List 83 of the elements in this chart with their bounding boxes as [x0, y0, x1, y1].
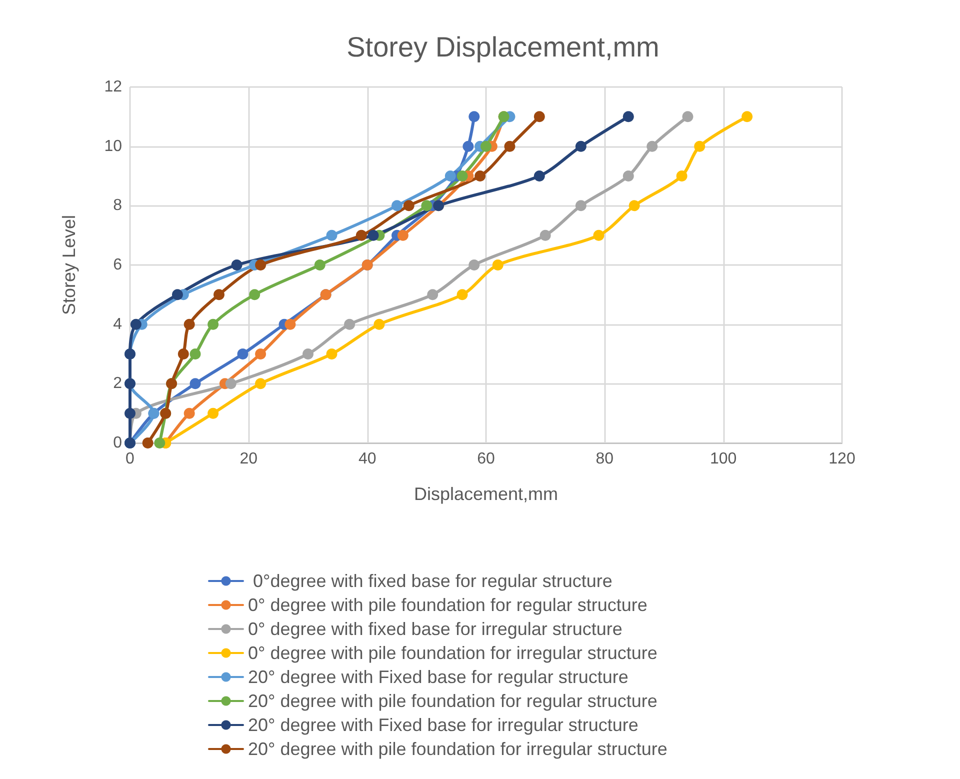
point [326, 230, 338, 241]
point [474, 170, 486, 182]
point [575, 200, 586, 212]
point [190, 378, 201, 390]
point [504, 140, 516, 152]
point [575, 140, 586, 152]
point [462, 140, 474, 152]
y-tick-label: 8 [113, 197, 122, 214]
legend-label: 0° degree with pile foundation for regular structure [248, 595, 648, 615]
point [593, 230, 604, 241]
point [178, 348, 189, 360]
point [628, 200, 640, 212]
x-tick-label: 120 [828, 450, 856, 468]
point [622, 111, 634, 122]
point [397, 230, 408, 241]
point [237, 348, 248, 360]
point [326, 348, 338, 360]
point [214, 289, 224, 300]
point [249, 289, 260, 300]
point [172, 289, 183, 300]
point [255, 348, 266, 360]
point [302, 348, 314, 360]
y-tick-label: 4 [113, 316, 122, 333]
point [444, 170, 456, 182]
y-tick-label: 10 [104, 138, 122, 155]
point [492, 260, 504, 270]
point [208, 318, 219, 330]
point [694, 140, 706, 152]
legend-label: 0° degree with fixed base for irregular structure [248, 619, 622, 639]
point [421, 200, 432, 212]
chart-title: Storey Displacement,mm [346, 32, 660, 62]
y-tick-label: 2 [113, 375, 122, 392]
point [742, 111, 753, 122]
point [208, 408, 219, 419]
point [368, 230, 379, 241]
y-tick-label: 6 [113, 256, 122, 274]
point [344, 318, 356, 330]
point [456, 170, 468, 182]
legend-label: 20° degree with Fixed base for regular structure [248, 667, 628, 687]
point [231, 260, 242, 270]
point [184, 318, 195, 330]
x-tick-label: 100 [710, 450, 737, 468]
point [392, 200, 402, 212]
point [255, 378, 266, 390]
x-tick-label: 40 [358, 450, 376, 468]
point [190, 348, 201, 360]
point [676, 170, 688, 182]
point [314, 260, 326, 270]
y-axis-title: Storey Level [59, 214, 79, 316]
legend-label: 20° degree with pile foundation for regular structure [248, 691, 658, 711]
x-tick-label: 20 [240, 450, 258, 468]
point [540, 230, 551, 241]
point [534, 170, 545, 182]
x-tick-label: 0 [126, 450, 135, 468]
point [225, 378, 236, 390]
point [154, 438, 166, 448]
legend-label: 0°degree with fixed base for regular structure [248, 571, 612, 591]
legend-label: 0° degree with pile foundation for irregular structure [248, 643, 658, 663]
point [284, 318, 296, 330]
point [356, 230, 367, 241]
point [468, 260, 480, 270]
y-tick-label: 12 [104, 78, 122, 96]
point [374, 318, 385, 330]
x-axis-title: Displacement,mm [414, 484, 558, 504]
legend-label: 20° degree with Fixed base for irregular structure [248, 715, 638, 735]
point [646, 140, 658, 152]
point [682, 111, 694, 122]
point [130, 318, 142, 330]
point [124, 408, 136, 419]
point [427, 289, 438, 300]
point [456, 289, 468, 300]
y-tick-label: 0 [113, 434, 122, 452]
point [480, 140, 492, 152]
legend-label: 20° degree with pile foundation for irregular structure [248, 739, 668, 759]
x-tick-label: 60 [477, 450, 495, 468]
x-tick-label: 80 [596, 450, 614, 468]
point [255, 260, 266, 270]
point [184, 408, 195, 419]
point [142, 438, 154, 448]
point [468, 111, 480, 122]
point [403, 200, 414, 212]
point [622, 170, 634, 182]
point [534, 111, 545, 122]
